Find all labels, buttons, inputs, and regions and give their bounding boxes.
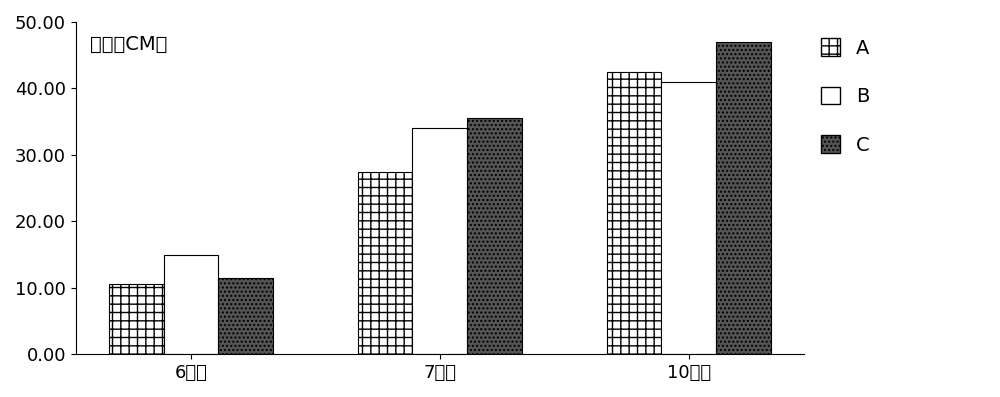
Legend: A, B, C: A, B, C [821,39,870,155]
Bar [164,254,218,354]
Bar [716,42,771,354]
Bar [218,278,273,354]
Bar [109,285,164,354]
Bar [358,172,412,354]
Bar [467,118,522,354]
Bar [607,72,661,354]
Bar [412,128,467,354]
Bar [661,82,716,354]
Text: 株高（CM）: 株高（CM） [90,35,168,54]
